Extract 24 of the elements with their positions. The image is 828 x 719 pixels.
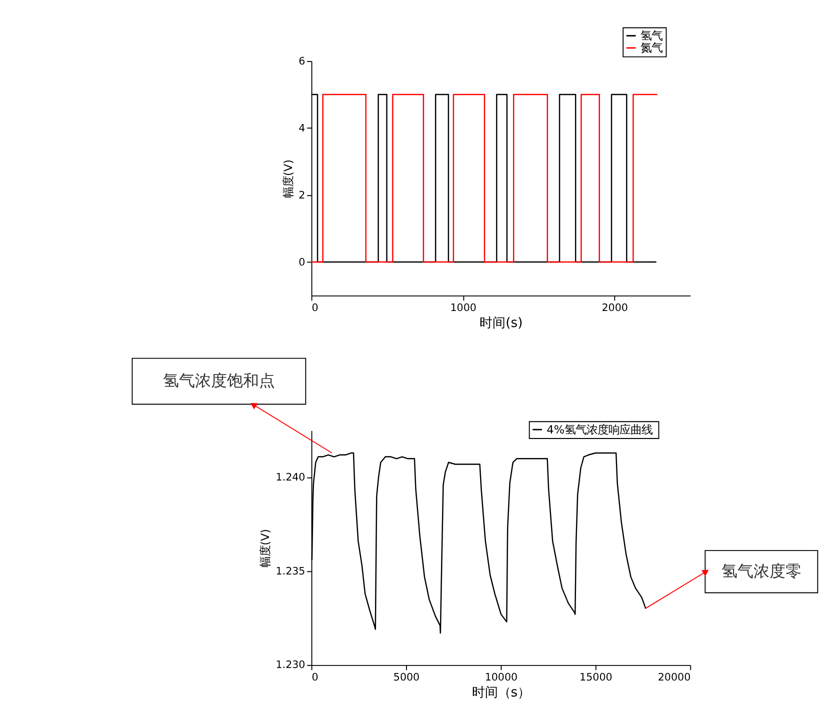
x-tick-label: 0 [312,671,318,684]
x-tick-label: 2000 [602,302,628,314]
y-axis-title: 幅度(V) [259,528,272,568]
y-tick-label: 4 [298,122,306,134]
x-tick-label: 5000 [393,671,420,684]
legend-label: 4%氢气浓度响应曲线 [546,423,653,436]
x-tick-label: 0 [312,302,318,314]
y-tick-label: 1.240 [276,472,306,484]
y-tick-label: 6 [298,55,306,68]
annotation: 氢气浓度饱和点 [162,370,275,390]
legend-label: 氮气 [640,42,662,55]
legend-label: 氢气 [640,29,662,42]
y-tick-label: 2 [298,189,306,202]
x-tick-label: 10000 [484,671,518,684]
y-tick-label: 1.235 [276,565,306,578]
annotation: 氢气浓度零 [721,561,802,580]
y-tick-label: 0 [298,256,306,268]
y-tick-label: 1.230 [276,659,306,672]
x-tick-label: 20000 [658,671,691,684]
x-axis-title: 时间（s） [472,685,531,700]
x-tick-label: 15000 [580,671,612,684]
y-axis-title: 幅度(V) [282,159,296,198]
x-tick-label: 1000 [450,302,476,314]
x-axis-title: 时间(s) [480,316,523,331]
